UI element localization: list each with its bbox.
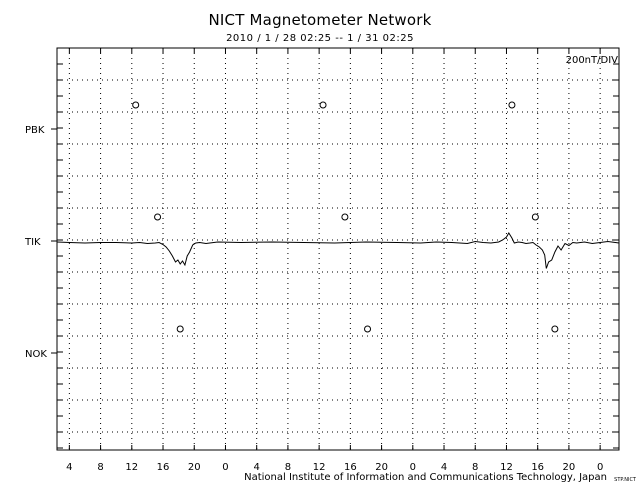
x-tick-label: 12 xyxy=(125,462,138,473)
station-label-tik: TIK xyxy=(24,237,41,248)
x-tick-label: 8 xyxy=(472,462,478,473)
x-tick-label: 4 xyxy=(66,462,72,473)
footer-mark: STP.NICT xyxy=(614,477,636,483)
x-tick-label: 0 xyxy=(222,462,228,473)
x-tick-label: 0 xyxy=(597,462,603,473)
x-tick-label: 4 xyxy=(441,462,447,473)
circle-marker-tik xyxy=(531,213,539,221)
chart-subtitle: 2010 / 1 / 28 02:25 -- 1 / 31 02:25 xyxy=(226,33,414,44)
x-tick-label: 16 xyxy=(531,462,544,473)
station-label-pbk: PBK xyxy=(25,125,45,136)
x-tick-label: 12 xyxy=(313,462,326,473)
scale-label: 200nT/DIV xyxy=(566,55,619,66)
station-label-nok: NOK xyxy=(25,349,47,360)
x-tick-label: 4 xyxy=(254,462,260,473)
x-tick-label: 12 xyxy=(500,462,513,473)
x-tick-label: 20 xyxy=(188,462,201,473)
grid xyxy=(57,48,619,450)
x-tick-label: 8 xyxy=(285,462,291,473)
x-tick-label: 8 xyxy=(97,462,103,473)
plot-frame xyxy=(56,47,620,451)
series-line-tik xyxy=(56,232,620,269)
circle-marker-tik xyxy=(341,213,349,221)
circle-marker-pbk xyxy=(132,101,140,109)
x-tick-label: 20 xyxy=(375,462,388,473)
station-labels: PBK TIK NOK xyxy=(24,125,57,360)
circle-marker-pbk xyxy=(508,101,516,109)
series-lines xyxy=(56,232,620,269)
x-tick-label: 16 xyxy=(344,462,357,473)
circle-markers xyxy=(132,101,559,333)
chart-title: NICT Magnetometer Network xyxy=(208,11,432,29)
circle-marker-nok xyxy=(551,325,559,333)
axis-ticks xyxy=(57,48,619,450)
circle-marker-nok xyxy=(364,325,372,333)
circle-marker-tik xyxy=(154,213,162,221)
x-tick-label: 20 xyxy=(563,462,576,473)
x-tick-label: 0 xyxy=(410,462,416,473)
circle-marker-nok xyxy=(176,325,184,333)
x-tick-label: 16 xyxy=(157,462,170,473)
circle-marker-pbk xyxy=(319,101,327,109)
x-tick-labels: 4 8 12 16 20 0 4 8 12 16 20 0 4 8 12 16 20 0 xyxy=(66,462,603,473)
footer-credit: National Institute of Information and Co… xyxy=(244,472,607,483)
